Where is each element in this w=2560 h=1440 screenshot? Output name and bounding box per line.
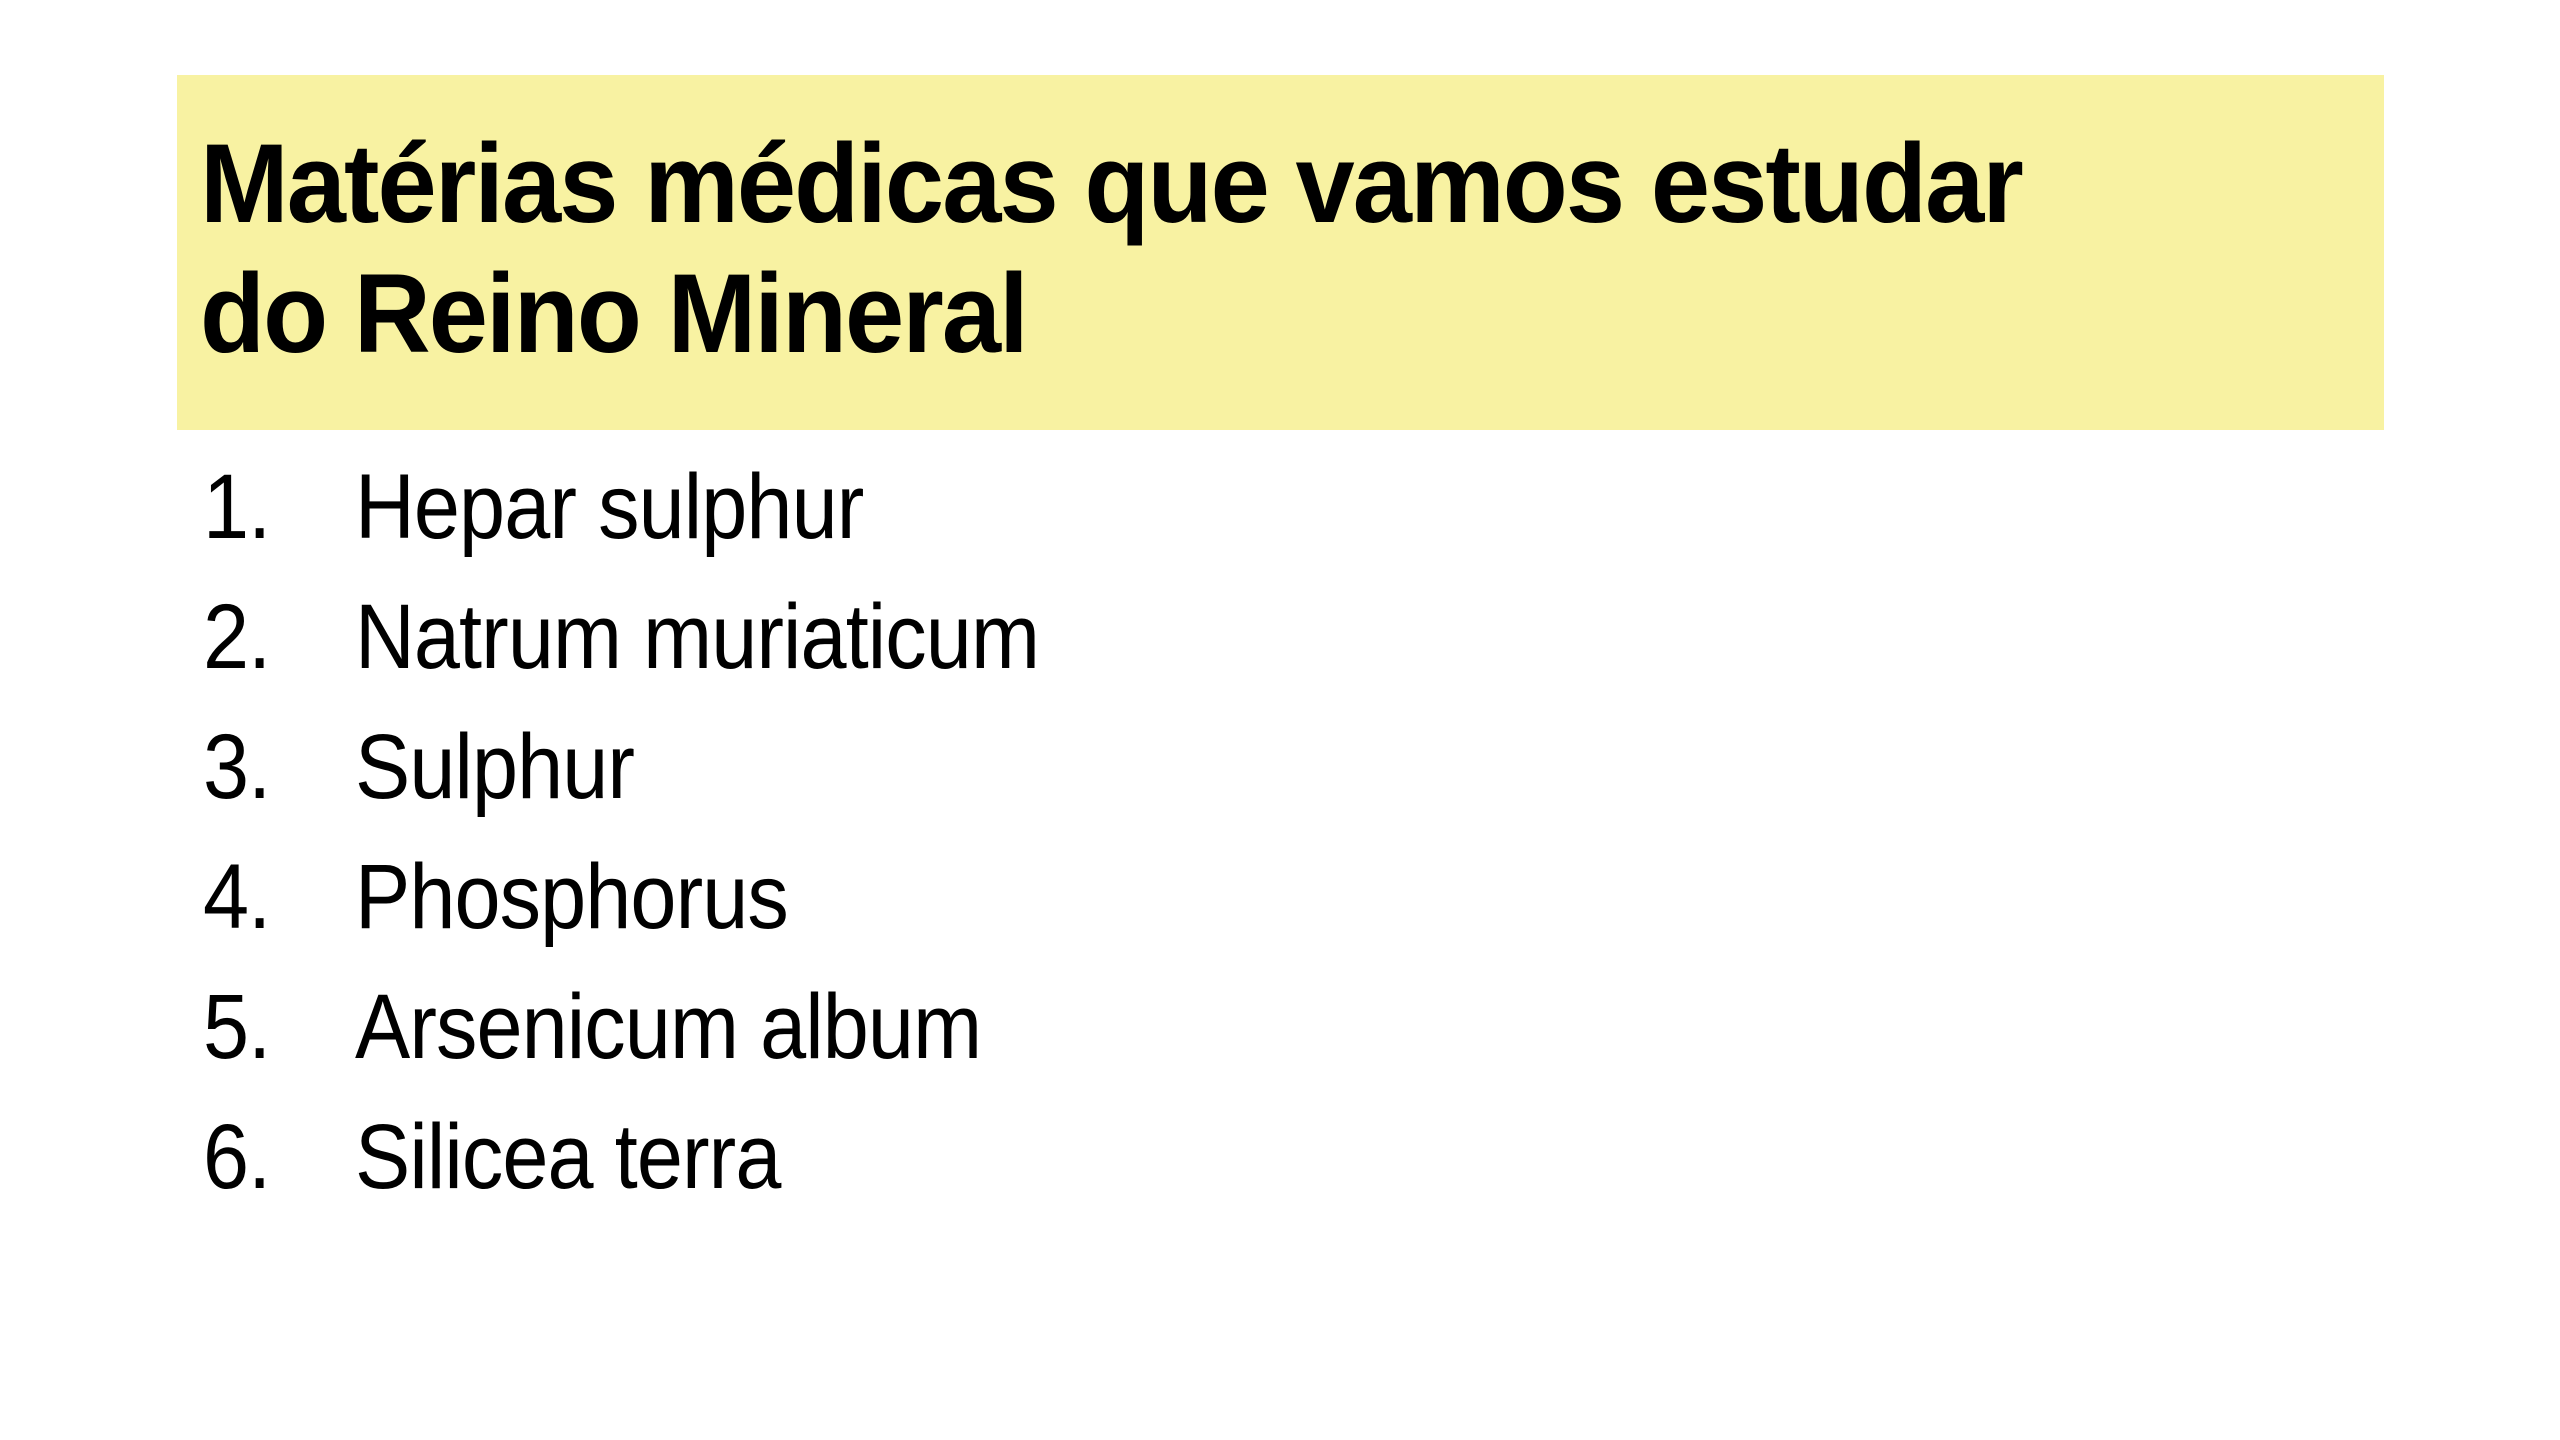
list-item-label: Hepar sulphur: [355, 456, 864, 558]
list-item-label: Phosphorus: [355, 846, 789, 948]
list-item-label: Arsenicum album: [355, 976, 982, 1078]
list-item-number: 3.: [203, 716, 271, 818]
list-item-label: Sulphur: [355, 716, 635, 818]
list-item: 6. Silicea terra: [203, 1092, 1115, 1222]
list-item-number: 5.: [203, 976, 271, 1078]
materia-medica-list: 1. Hepar sulphur 2. Natrum muriaticum 3. Su…: [203, 442, 1115, 1222]
list-item-label: Silicea terra: [355, 1106, 781, 1208]
list-item-number: 1.: [203, 456, 271, 558]
list-item-number: 6.: [203, 1106, 271, 1208]
title-highlight-block: Matérias médicas que vamos estudar do Re…: [177, 75, 2384, 430]
list-item: 3. Sulphur: [203, 702, 1115, 832]
list-item: 5. Arsenicum album: [203, 962, 1115, 1092]
list-item-label: Natrum muriaticum: [355, 586, 1040, 688]
slide-title: Matérias médicas que vamos estudar do Re…: [200, 119, 2354, 379]
list-item-number: 2.: [203, 586, 271, 688]
list-item-number: 4.: [203, 846, 271, 948]
list-item: 2. Natrum muriaticum: [203, 572, 1115, 702]
slide-title-line-1: Matérias médicas que vamos estudar: [200, 121, 2024, 246]
list-item: 4. Phosphorus: [203, 832, 1115, 962]
list-item: 1. Hepar sulphur: [203, 442, 1115, 572]
slide-title-line-2: do Reino Mineral: [200, 251, 1029, 376]
